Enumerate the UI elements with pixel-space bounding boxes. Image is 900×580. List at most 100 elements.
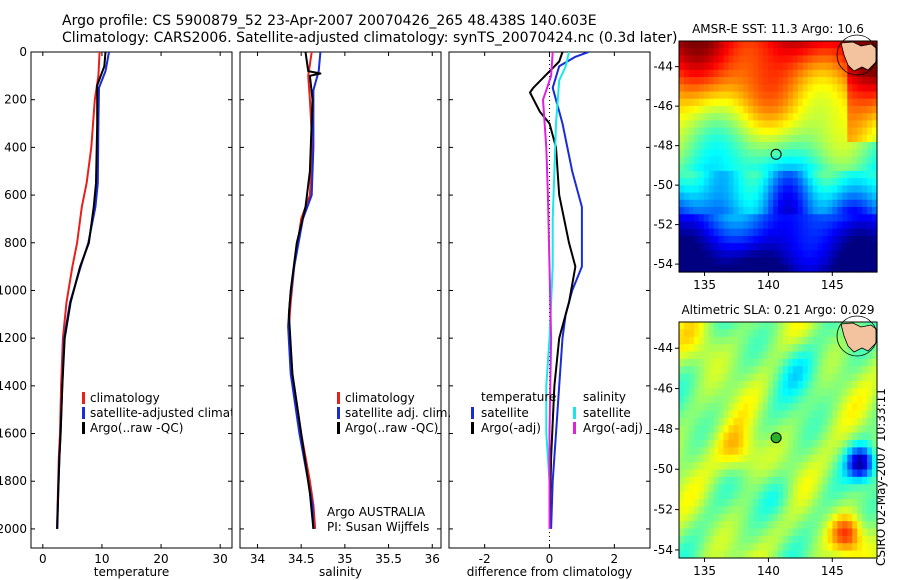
map-cell [679,388,685,397]
map-cell [802,403,809,412]
map-cell [703,250,710,259]
map-cell [812,199,819,208]
map-cell [763,69,769,78]
map-cell [827,535,834,544]
map-cell [748,84,754,93]
map-cell [842,535,848,544]
map-cell [782,156,789,165]
map-cell [837,170,843,179]
y-tick-label: -48 [653,139,673,153]
map-cell [802,69,809,78]
map-cell [867,381,873,389]
map-cell [743,214,749,223]
map-cell [768,447,774,456]
map-cell [842,336,848,345]
map-cell [698,344,705,353]
map-cell [817,41,824,49]
map-cell [832,235,838,244]
map-cell [822,358,829,367]
map-cell [782,149,789,158]
map-cell [693,235,700,244]
map-cell [733,447,739,456]
map-cell [688,170,695,179]
map-cell [778,521,784,530]
map-cell [738,163,744,172]
map-cell [748,156,754,165]
map-cell [872,192,878,201]
map-cell [748,221,754,230]
map-cell [857,535,863,544]
map-cell [708,506,715,515]
map-cell [782,528,789,537]
map-cell [847,469,853,478]
map-cell [842,410,848,419]
map-cell [718,381,725,389]
map-cell [802,440,809,448]
map-cell [807,199,814,208]
map-cell [693,447,700,456]
map-cell [713,98,720,107]
map-cell [857,322,863,330]
map-cell [827,105,834,114]
map-cell [708,250,715,259]
map-cell [758,484,764,493]
map-cell [773,366,779,375]
map-cell [797,264,804,273]
y-tick-label: -48 [653,422,673,436]
map-cell [792,55,799,64]
map-cell [679,105,685,114]
map-cell [797,163,804,172]
map-cell [688,55,695,64]
map-cell [698,55,705,64]
map-cell [718,469,725,478]
map-cell [723,257,730,266]
map-cell [797,120,804,129]
map-cell [822,235,829,244]
map-cell [733,528,739,537]
map-cell [698,257,705,266]
map-cell [812,491,819,500]
map-cell [763,228,769,237]
map-cell [683,142,690,150]
map-cell [802,228,809,237]
map-cell [768,535,774,544]
map-cell [679,170,685,179]
map-cell [698,221,705,230]
map-cell [753,535,759,544]
map-cell [683,235,690,244]
map-cell [857,506,863,515]
map-cell [797,142,804,150]
map-cell [867,149,873,158]
map-cell [753,48,759,57]
map-cell [832,207,838,215]
map-cell [862,454,868,463]
map-cell [842,199,848,208]
map-cell [748,322,754,330]
map-cell [738,395,744,404]
map-cell [708,351,715,360]
map-cell [817,484,824,493]
map-cell [748,199,754,208]
map-cell [862,513,868,522]
map-cell [847,221,853,230]
map-cell [807,257,814,266]
map-cell [862,462,868,471]
map-cell [778,491,784,500]
map-cell [807,462,814,471]
x-tick-label: 140 [757,278,780,292]
map-cell [837,462,843,471]
map-cell [797,185,804,194]
map-cell [773,491,779,500]
map-cell [728,462,735,471]
map-cell [862,250,868,259]
map-cell [832,127,838,136]
map-cell [807,373,814,382]
map-cell [787,120,794,129]
map-cell [683,417,690,426]
map-cell [679,120,685,129]
map-cell [748,250,754,259]
map-cell [842,127,848,136]
map-cell [812,550,819,559]
map-cell [802,358,809,367]
